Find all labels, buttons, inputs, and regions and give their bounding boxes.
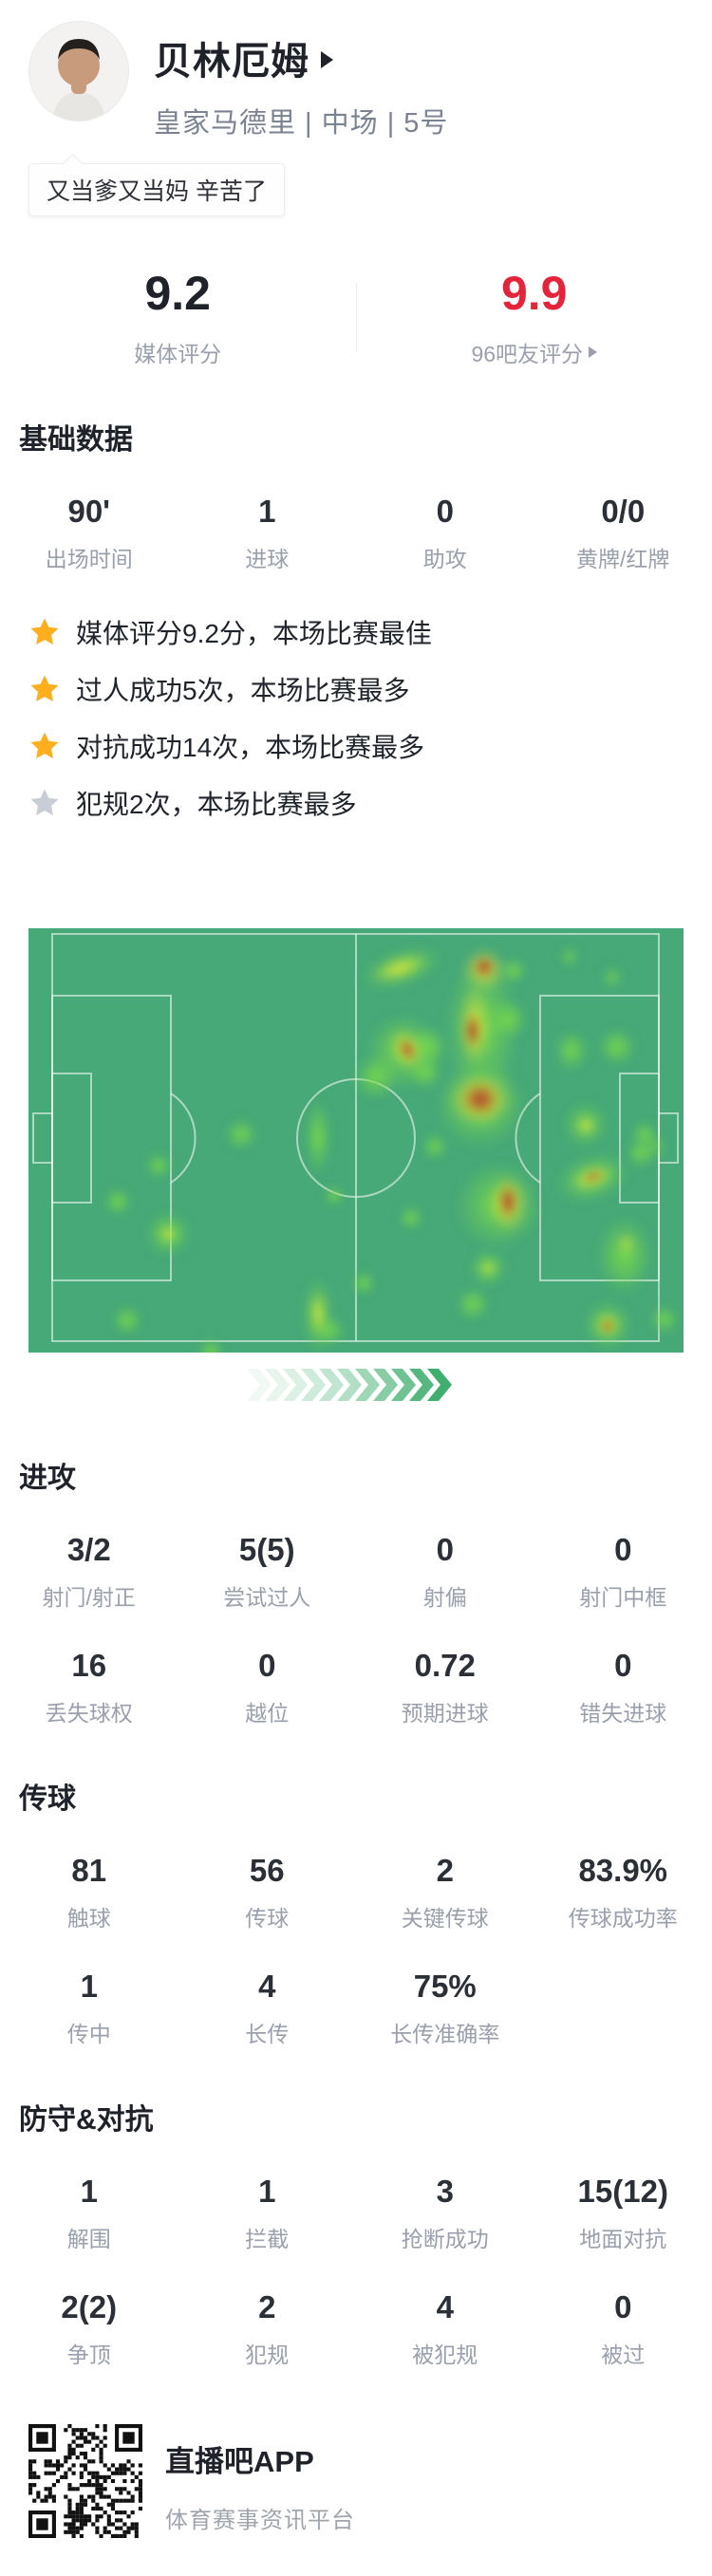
- stat-fouled: 4 被犯规: [356, 2289, 534, 2369]
- heatmap-section: [0, 928, 712, 1353]
- media-score: 9.2 媒体评分: [0, 266, 356, 368]
- caret-right-icon: [321, 51, 333, 68]
- app-name: 直播吧APP: [165, 2437, 355, 2480]
- player-photo: [29, 22, 128, 121]
- stat-shots: 3/2 射门/射正: [0, 1532, 178, 1612]
- fan-comment-bubble[interactable]: 又当爹又当妈 辛苦了: [28, 163, 285, 216]
- stat-cards: 0/0 黄牌/红牌: [534, 494, 712, 573]
- stat-aerial-duels: 2(2) 争顶: [0, 2289, 178, 2369]
- stat-minutes: 90' 出场时间: [0, 494, 178, 573]
- chevron-arrows-icon: [247, 1368, 465, 1402]
- stat-fouls: 2 犯规: [178, 2289, 357, 2369]
- stat-clearances: 1 解围: [0, 2174, 178, 2253]
- stat-tackles-won: 3 抢断成功: [356, 2174, 534, 2253]
- caret-right-icon: [589, 346, 597, 358]
- attack-stats-row-2: 16 丢失球权 0 越位 0.72 预期进球 0 错失进球: [0, 1648, 712, 1727]
- section-title-defense: 防守&对抗: [19, 2096, 712, 2137]
- stat-dribbles: 5(5) 尝试过人: [178, 1532, 357, 1612]
- fans-score-value: 9.9: [357, 266, 712, 321]
- stat-long-balls: 4 长传: [178, 1969, 357, 2048]
- stat-dribbled-past: 0 被过: [534, 2289, 712, 2369]
- qr-code: [28, 2424, 142, 2538]
- stat-big-chances-missed: 0 错失进球: [534, 1648, 712, 1727]
- media-score-label: 媒体评分: [0, 336, 356, 368]
- fans-score-label[interactable]: 96吧友评分: [357, 336, 712, 368]
- stat-empty-cell: [534, 1969, 712, 2048]
- passing-stats-row-1: 81 触球 56 传球 2 关键传球 83.9% 传球成功率: [0, 1853, 712, 1932]
- highlight-list: 媒体评分9.2分，本场比赛最佳 过人成功5次，本场比赛最多 对抗成功14次，本场…: [28, 613, 684, 822]
- stat-crosses: 1 传中: [0, 1969, 178, 2048]
- stat-assists: 0 助攻: [356, 494, 534, 573]
- stat-long-ball-accuracy: 75% 长传准确率: [356, 1969, 534, 2048]
- fans-score: 9.9 96吧友评分: [357, 266, 712, 368]
- highlight-item: 媒体评分9.2分，本场比赛最佳: [28, 613, 684, 651]
- passing-stats-row-2: 1 传中 4 长传 75% 长传准确率: [0, 1969, 712, 2048]
- player-avatar[interactable]: [28, 21, 129, 121]
- app-description: 体育赛事资讯平台: [165, 2501, 355, 2534]
- basic-stats-row: 90' 出场时间 1 进球 0 助攻 0/0 黄牌/红牌: [0, 494, 712, 573]
- stat-xg: 0.72 预期进球: [356, 1648, 534, 1727]
- highlight-item: 犯规2次，本场比赛最多: [28, 784, 684, 822]
- star-gold-icon: [28, 673, 61, 705]
- player-name-row[interactable]: 贝林厄姆: [154, 30, 448, 85]
- stat-shots-off: 0 射偏: [356, 1532, 534, 1612]
- player-meta: 皇家马德里 | 中场 | 5号: [154, 101, 448, 140]
- section-title-basic: 基础数据: [19, 416, 712, 457]
- star-gold-icon: [28, 616, 61, 648]
- player-name: 贝林厄姆: [154, 30, 309, 85]
- media-score-value: 9.2: [0, 266, 356, 321]
- stat-interceptions: 1 拦截: [178, 2174, 357, 2253]
- stat-touches: 81 触球: [0, 1853, 178, 1932]
- stat-pass-accuracy: 83.9% 传球成功率: [534, 1853, 712, 1932]
- defense-stats-row-1: 1 解围 1 拦截 3 抢断成功 15(12) 地面对抗: [0, 2174, 712, 2253]
- pitch-heatmap: [28, 928, 684, 1353]
- highlight-item: 过人成功5次，本场比赛最多: [28, 670, 684, 708]
- stat-woodwork: 0 射门中框: [534, 1532, 712, 1612]
- stat-goals: 1 进球: [178, 494, 357, 573]
- stat-key-passes: 2 关键传球: [356, 1853, 534, 1932]
- direction-chevrons: [0, 1368, 712, 1407]
- highlight-item: 对抗成功14次，本场比赛最多: [28, 727, 684, 765]
- app-footer: 直播吧APP 体育赛事资讯平台: [0, 2424, 712, 2576]
- stat-possession-lost: 16 丢失球权: [0, 1648, 178, 1727]
- stat-ground-duels: 15(12) 地面对抗: [534, 2174, 712, 2253]
- stat-passes: 56 传球: [178, 1853, 357, 1932]
- star-gold-icon: [28, 730, 61, 762]
- player-header: 贝林厄姆 皇家马德里 | 中场 | 5号: [0, 0, 712, 140]
- section-title-attack: 进攻: [19, 1454, 712, 1496]
- section-title-passing: 传球: [19, 1775, 712, 1817]
- defense-stats-row-2: 2(2) 争顶 2 犯规 4 被犯规 0 被过: [0, 2289, 712, 2369]
- stat-offsides: 0 越位: [178, 1648, 357, 1727]
- star-gray-icon: [28, 787, 61, 819]
- chevron-group: [247, 1369, 452, 1401]
- attack-stats-row-1: 3/2 射门/射正 5(5) 尝试过人 0 射偏 0 射门中框: [0, 1532, 712, 1612]
- score-panel: 9.2 媒体评分 9.9 96吧友评分: [0, 266, 712, 368]
